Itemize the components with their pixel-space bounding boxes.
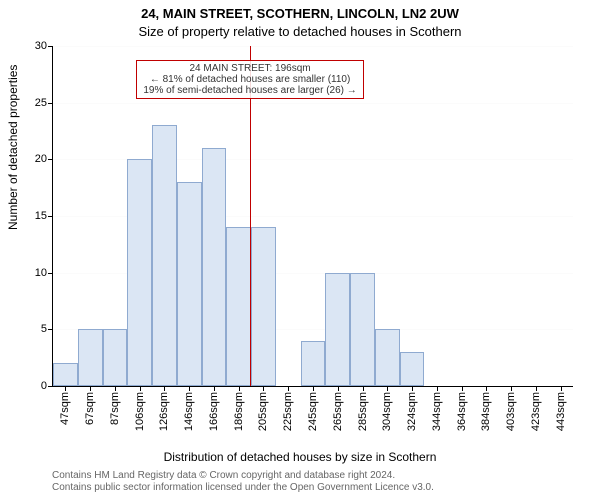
- x-tick-label: 87sqm: [109, 392, 121, 425]
- x-tick-label: 245sqm: [307, 392, 319, 431]
- x-tick-label: 265sqm: [332, 392, 344, 431]
- chart-container: 24, MAIN STREET, SCOTHERN, LINCOLN, LN2 …: [0, 0, 600, 500]
- x-tick: [486, 386, 487, 391]
- x-tick: [214, 386, 215, 391]
- x-tick-label: 403sqm: [505, 392, 517, 431]
- histogram-bar: [375, 329, 400, 386]
- y-tick-label: 10: [35, 267, 47, 279]
- y-tick-label: 25: [35, 97, 47, 109]
- y-tick: [48, 103, 53, 104]
- x-tick-label: 324sqm: [406, 392, 418, 431]
- x-axis-label: Distribution of detached houses by size …: [0, 450, 600, 464]
- x-tick: [65, 386, 66, 391]
- annotation-line: ← 81% of detached houses are smaller (11…: [143, 74, 356, 85]
- x-tick-label: 423sqm: [530, 392, 542, 431]
- x-tick: [561, 386, 562, 391]
- x-tick: [239, 386, 240, 391]
- y-tick: [48, 216, 53, 217]
- x-tick-label: 443sqm: [555, 392, 567, 431]
- x-tick: [412, 386, 413, 391]
- x-tick: [387, 386, 388, 391]
- attribution-line: Contains HM Land Registry data © Crown c…: [52, 470, 580, 482]
- annotation-box: 24 MAIN STREET: 196sqm← 81% of detached …: [136, 60, 363, 99]
- x-tick: [288, 386, 289, 391]
- x-tick-label: 364sqm: [456, 392, 468, 431]
- x-tick-label: 186sqm: [233, 392, 245, 431]
- page-title: 24, MAIN STREET, SCOTHERN, LINCOLN, LN2 …: [0, 6, 600, 21]
- x-tick: [437, 386, 438, 391]
- y-tick: [48, 159, 53, 160]
- histogram-bar: [127, 159, 152, 386]
- histogram-bar: [202, 148, 227, 386]
- x-tick: [511, 386, 512, 391]
- x-tick: [263, 386, 264, 391]
- gridline: [53, 103, 573, 104]
- y-tick-label: 15: [35, 210, 47, 222]
- x-tick-label: 166sqm: [208, 392, 220, 431]
- x-tick-label: 225sqm: [282, 392, 294, 431]
- x-tick-label: 304sqm: [381, 392, 393, 431]
- gridline: [53, 46, 573, 47]
- x-tick-label: 106sqm: [134, 392, 146, 431]
- histogram-bar: [53, 363, 78, 386]
- chart-subtitle: Size of property relative to detached ho…: [0, 24, 600, 39]
- x-tick: [313, 386, 314, 391]
- histogram-bar: [152, 125, 177, 386]
- attribution: Contains HM Land Registry data © Crown c…: [52, 470, 580, 494]
- x-tick: [363, 386, 364, 391]
- annotation-line: 19% of semi-detached houses are larger (…: [143, 85, 356, 96]
- y-tick: [48, 329, 53, 330]
- histogram-bar: [400, 352, 425, 386]
- histogram-bar: [325, 273, 350, 386]
- x-tick-label: 146sqm: [183, 392, 195, 431]
- x-tick: [164, 386, 165, 391]
- attribution-line: Contains public sector information licen…: [52, 482, 580, 494]
- histogram-bar: [301, 341, 326, 386]
- y-tick: [48, 273, 53, 274]
- y-tick-label: 5: [41, 323, 47, 335]
- plot-area: 05101520253047sqm67sqm87sqm106sqm126sqm1…: [52, 46, 573, 387]
- x-tick: [140, 386, 141, 391]
- y-tick-label: 30: [35, 40, 47, 52]
- histogram-bar: [350, 273, 375, 386]
- x-tick-label: 384sqm: [480, 392, 492, 431]
- histogram-bar: [251, 227, 276, 386]
- x-tick-label: 344sqm: [431, 392, 443, 431]
- histogram-bar: [78, 329, 103, 386]
- x-tick-label: 285sqm: [357, 392, 369, 431]
- x-tick-label: 47sqm: [59, 392, 71, 425]
- histogram-bar: [103, 329, 128, 386]
- x-tick: [338, 386, 339, 391]
- y-tick: [48, 386, 53, 387]
- x-tick-label: 67sqm: [84, 392, 96, 425]
- y-tick-label: 20: [35, 153, 47, 165]
- y-axis-label: Number of detached properties: [6, 65, 20, 230]
- histogram-bar: [177, 182, 202, 386]
- histogram-bar: [226, 227, 251, 386]
- x-tick: [536, 386, 537, 391]
- y-tick-label: 0: [41, 380, 47, 392]
- x-tick: [462, 386, 463, 391]
- annotation-line: 24 MAIN STREET: 196sqm: [143, 63, 356, 74]
- x-tick: [90, 386, 91, 391]
- x-tick: [115, 386, 116, 391]
- x-tick: [189, 386, 190, 391]
- x-tick-label: 126sqm: [158, 392, 170, 431]
- y-tick: [48, 46, 53, 47]
- x-tick-label: 205sqm: [257, 392, 269, 431]
